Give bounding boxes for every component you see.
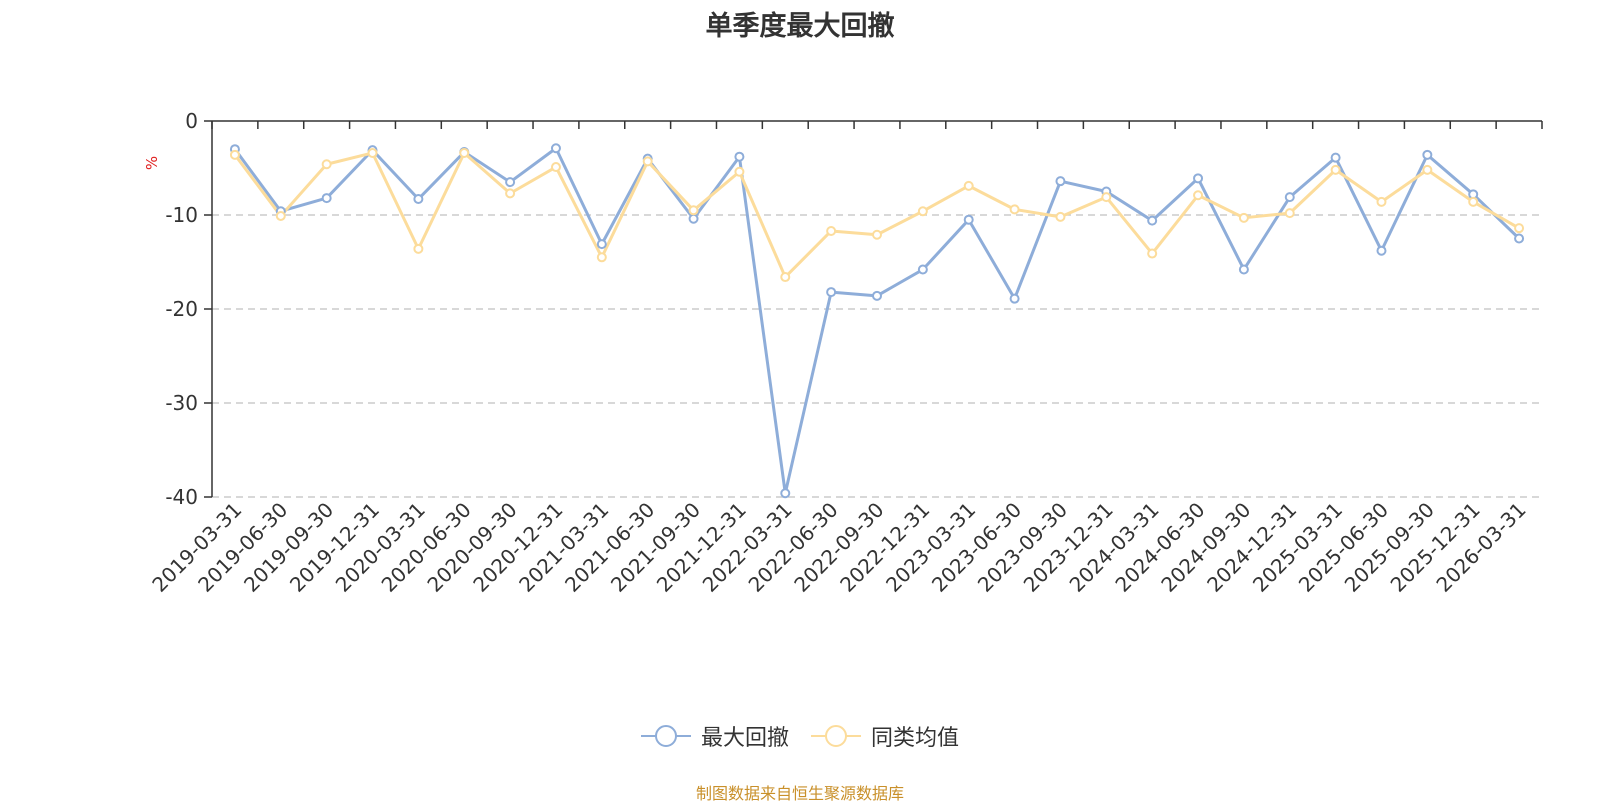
y-tick-label: -30 (165, 391, 198, 415)
data-point-peer-average (1009, 204, 1020, 215)
legend-item-max-drawdown[interactable]: 最大回撤 (640, 720, 789, 752)
data-point-peer-average (1055, 211, 1066, 222)
data-point-peer-average (1376, 196, 1387, 207)
data-point-peer-average (1514, 223, 1525, 234)
data-point-peer-average (367, 147, 378, 158)
y-tick-label: -10 (165, 203, 198, 227)
series-lines (233, 146, 1521, 495)
data-point-max-drawdown (872, 290, 882, 301)
data-point-peer-average (275, 210, 286, 221)
data-point-max-drawdown (1376, 245, 1387, 256)
data-point-peer-average (1238, 212, 1249, 223)
series-line-max-drawdown (233, 146, 1521, 495)
data-point-max-drawdown (1284, 192, 1295, 203)
data-point-peer-average (1284, 208, 1295, 219)
data-point-max-drawdown (963, 214, 974, 225)
data-point-peer-average (321, 159, 332, 170)
data-point-max-drawdown (917, 264, 928, 275)
data-point-peer-average (229, 149, 240, 160)
legend-marker-max-drawdown-icon (640, 725, 691, 747)
legend-circle (654, 725, 677, 747)
legend-label: 最大回撤 (700, 726, 789, 751)
data-point-peer-average (826, 225, 837, 236)
data-point-max-drawdown (1055, 176, 1066, 187)
y-axis-unit-label: % (143, 156, 161, 170)
y-tick-label: 0 (185, 109, 198, 133)
data-point-peer-average (596, 252, 607, 263)
data-point-max-drawdown (550, 143, 561, 154)
data-point-max-drawdown (734, 151, 745, 162)
data-point-peer-average (505, 188, 516, 199)
grid-lines (212, 214, 1542, 498)
data-point-max-drawdown (596, 239, 607, 250)
data-point-max-drawdown (321, 193, 332, 204)
data-point-max-drawdown (413, 194, 424, 205)
legend-circle (825, 725, 847, 747)
data-point-peer-average (1101, 192, 1112, 203)
data-point-peer-average (963, 180, 974, 191)
data-point-max-drawdown (1330, 152, 1341, 163)
data-point-peer-average (642, 156, 653, 167)
legend: 最大回撤 同类均值 (0, 720, 1600, 752)
legend-item-peer-average[interactable]: 同类均值 (811, 720, 959, 752)
data-point-peer-average (917, 206, 928, 217)
y-tick-label: -40 (165, 485, 198, 509)
legend-label: 同类均值 (871, 726, 960, 751)
data-point-peer-average (780, 272, 791, 283)
source-note: 制图数据来自恒生聚源数据库 (695, 784, 904, 803)
y-tick-label: -20 (165, 297, 198, 321)
data-point-max-drawdown (1422, 149, 1433, 160)
data-point-peer-average (1193, 190, 1204, 201)
data-point-peer-average (413, 243, 424, 254)
data-point-max-drawdown (688, 213, 699, 224)
data-point-max-drawdown (1009, 293, 1020, 304)
chart-title: 单季度最大回撤 (705, 11, 895, 42)
axes: 0-10-20-30-402019-03-312019-06-302019-09… (147, 109, 1543, 597)
data-point-peer-average (872, 229, 882, 240)
data-point-max-drawdown (1514, 233, 1525, 244)
data-point-peer-average (688, 205, 699, 216)
data-point-peer-average (734, 166, 745, 177)
data-point-peer-average (1422, 164, 1433, 175)
data-point-max-drawdown (1147, 215, 1158, 226)
series-points (229, 143, 1525, 499)
data-point-peer-average (1147, 248, 1158, 259)
data-point-peer-average (459, 147, 470, 158)
data-point-peer-average (550, 162, 561, 173)
data-point-max-drawdown (1238, 264, 1249, 275)
data-point-max-drawdown (826, 287, 837, 298)
data-point-max-drawdown (780, 488, 791, 499)
data-point-peer-average (1468, 196, 1479, 207)
legend-marker-peer-average-icon (811, 725, 861, 747)
data-point-max-drawdown (1193, 173, 1204, 184)
data-point-max-drawdown (505, 177, 516, 188)
data-point-peer-average (1330, 164, 1341, 175)
